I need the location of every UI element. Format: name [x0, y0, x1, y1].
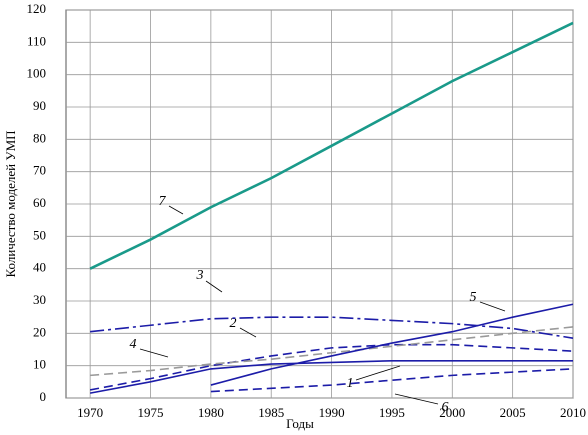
- y-tick-label: 80: [33, 130, 46, 145]
- series-line: [89, 360, 573, 394]
- y-tick-label: 20: [33, 324, 46, 339]
- y-tick-label: 110: [27, 33, 46, 48]
- x-axis-label: Годы: [286, 416, 314, 431]
- series-label: 2: [230, 316, 237, 331]
- leader-line: [239, 327, 257, 338]
- leader-line: [139, 348, 169, 358]
- x-tick-label: 2000: [439, 405, 465, 420]
- series-label: 6: [442, 400, 449, 415]
- x-tick-label: 1980: [198, 405, 224, 420]
- series-label: 4: [130, 337, 137, 352]
- y-tick-label: 100: [27, 66, 47, 81]
- x-tick-label: 2005: [500, 405, 526, 420]
- leader-line: [394, 393, 439, 405]
- series-line: [210, 303, 574, 386]
- y-tick-label: 10: [33, 357, 46, 372]
- x-tick-label: 1985: [258, 405, 284, 420]
- y-tick-label: 90: [33, 98, 46, 113]
- y-tick-label: 30: [33, 292, 46, 307]
- y-tick-label: 50: [33, 227, 46, 242]
- x-tick-label: 1995: [379, 405, 405, 420]
- series-line: [90, 316, 574, 339]
- series-line: [210, 368, 574, 393]
- series-label: 3: [196, 268, 204, 283]
- series-label: 5: [470, 290, 477, 305]
- series-label: 7: [159, 194, 167, 209]
- leader-line: [205, 280, 223, 293]
- y-tick-label: 0: [40, 389, 47, 404]
- series-label: 1: [347, 376, 354, 391]
- leader-line: [355, 365, 401, 381]
- series-line: [89, 21, 574, 270]
- series-line: [89, 343, 574, 391]
- y-tick-label: 120: [27, 1, 47, 16]
- x-tick-label: 1970: [77, 405, 103, 420]
- x-tick-label: 1975: [138, 405, 164, 420]
- leader-line: [168, 205, 184, 215]
- series-line: [90, 326, 574, 377]
- y-tick-label: 70: [33, 163, 46, 178]
- y-tick-label: 60: [33, 195, 46, 210]
- leader-line: [479, 301, 506, 312]
- y-axis-label: Количество моделей УМП: [3, 130, 18, 277]
- y-tick-label: 40: [33, 260, 46, 275]
- x-tick-label: 1990: [319, 405, 345, 420]
- x-tick-label: 2010: [560, 405, 586, 420]
